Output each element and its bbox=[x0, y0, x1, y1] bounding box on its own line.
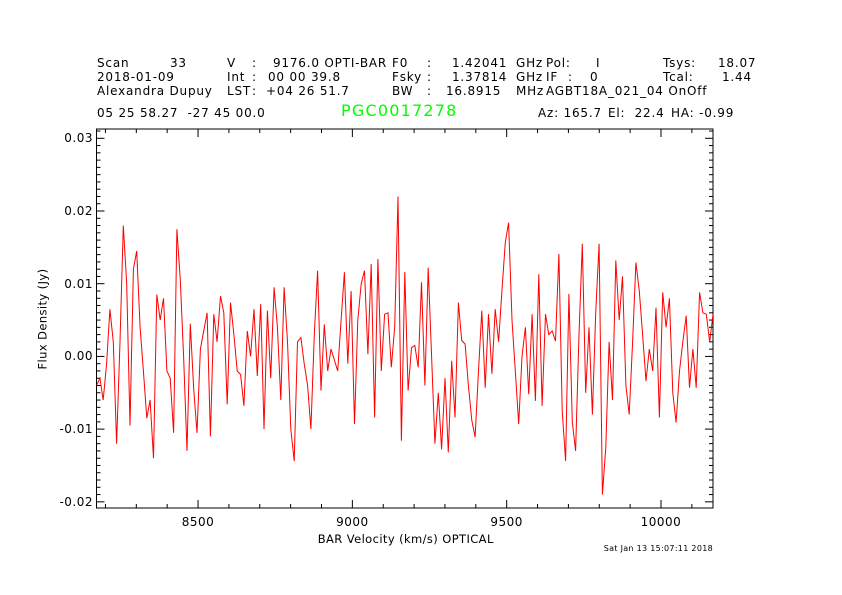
header-cell: AGBT18A_021_04 OnOff bbox=[546, 84, 708, 98]
y-tick-label: 0.00 bbox=[64, 349, 93, 364]
header-cell: Pol: bbox=[546, 56, 571, 70]
header-cell: Tsys: bbox=[663, 56, 696, 70]
header-cell: 1.37814 bbox=[452, 70, 508, 84]
header-cell: IF bbox=[546, 70, 559, 84]
header-cell: F0 bbox=[392, 56, 409, 70]
spectrum-trace bbox=[96, 196, 713, 495]
y-tick-label: 0.02 bbox=[64, 204, 93, 218]
header-cell: : bbox=[427, 56, 432, 70]
header-cell: LST bbox=[227, 84, 252, 98]
header-cell: Tcal: bbox=[663, 70, 694, 84]
y-axis-label: Flux Density (Jy) bbox=[35, 268, 50, 369]
header-cell: 0 bbox=[590, 70, 599, 84]
header-cell: BW bbox=[392, 84, 414, 98]
y-tick-label: -0.02 bbox=[59, 494, 93, 509]
header-cell: 16.8915 bbox=[446, 84, 502, 98]
header-cell: GHz bbox=[516, 56, 544, 70]
header-cell: : bbox=[568, 70, 573, 84]
header-cell: Alexandra Dupuy bbox=[97, 84, 213, 98]
y-tick-label: -0.01 bbox=[59, 422, 93, 437]
header-cell: Fsky bbox=[392, 70, 422, 84]
header-cell: : bbox=[252, 70, 257, 84]
header-cell: : bbox=[427, 84, 432, 98]
x-tick-label: 8500 bbox=[181, 515, 215, 529]
header-cell: Int bbox=[227, 70, 246, 84]
header-cell: 2018-01-09 bbox=[97, 70, 175, 84]
header-cell: MHz bbox=[516, 84, 545, 98]
header-cell: Az: 165.7 bbox=[538, 106, 602, 120]
header-cell: 9176.0 OPTI-BAR bbox=[273, 56, 388, 70]
header-cell: : bbox=[252, 56, 257, 70]
x-axis-label: BAR Velocity (km/s) OPTICAL bbox=[317, 532, 494, 546]
x-tick-label: 9000 bbox=[336, 515, 369, 529]
timestamp: Sat Jan 13 15:07:11 2018 bbox=[603, 544, 713, 553]
header-cell: GHz bbox=[516, 70, 544, 84]
header-cell: +04 26 51.7 bbox=[266, 84, 350, 98]
plot-frame bbox=[96, 128, 714, 509]
header-cell: 33 bbox=[170, 56, 187, 70]
header-cell: 05 25 58.27 -27 45 00.0 bbox=[97, 106, 266, 120]
header-cell: El: 22.4 bbox=[608, 106, 665, 120]
source-title: PGC0017278 bbox=[341, 101, 458, 120]
y-tick-label: 0.01 bbox=[64, 276, 93, 291]
y-tick-label: 0.03 bbox=[64, 131, 93, 146]
header-cell: V bbox=[227, 56, 237, 70]
header-cell: I bbox=[596, 56, 601, 70]
header-cell: 00 00 39.8 bbox=[268, 70, 341, 84]
x-tick-label: 9500 bbox=[490, 515, 523, 529]
header-cell: 1.44 bbox=[722, 70, 752, 84]
header-cell: : bbox=[427, 70, 432, 84]
x-tick-label: 10000 bbox=[640, 515, 682, 529]
header-cell: 18.07 bbox=[718, 56, 757, 70]
header-cell: HA: -0.99 bbox=[671, 106, 735, 120]
header-cell: 1.42041 bbox=[452, 56, 508, 70]
header-cell: Scan bbox=[97, 56, 130, 70]
header-cell: : bbox=[252, 84, 257, 98]
